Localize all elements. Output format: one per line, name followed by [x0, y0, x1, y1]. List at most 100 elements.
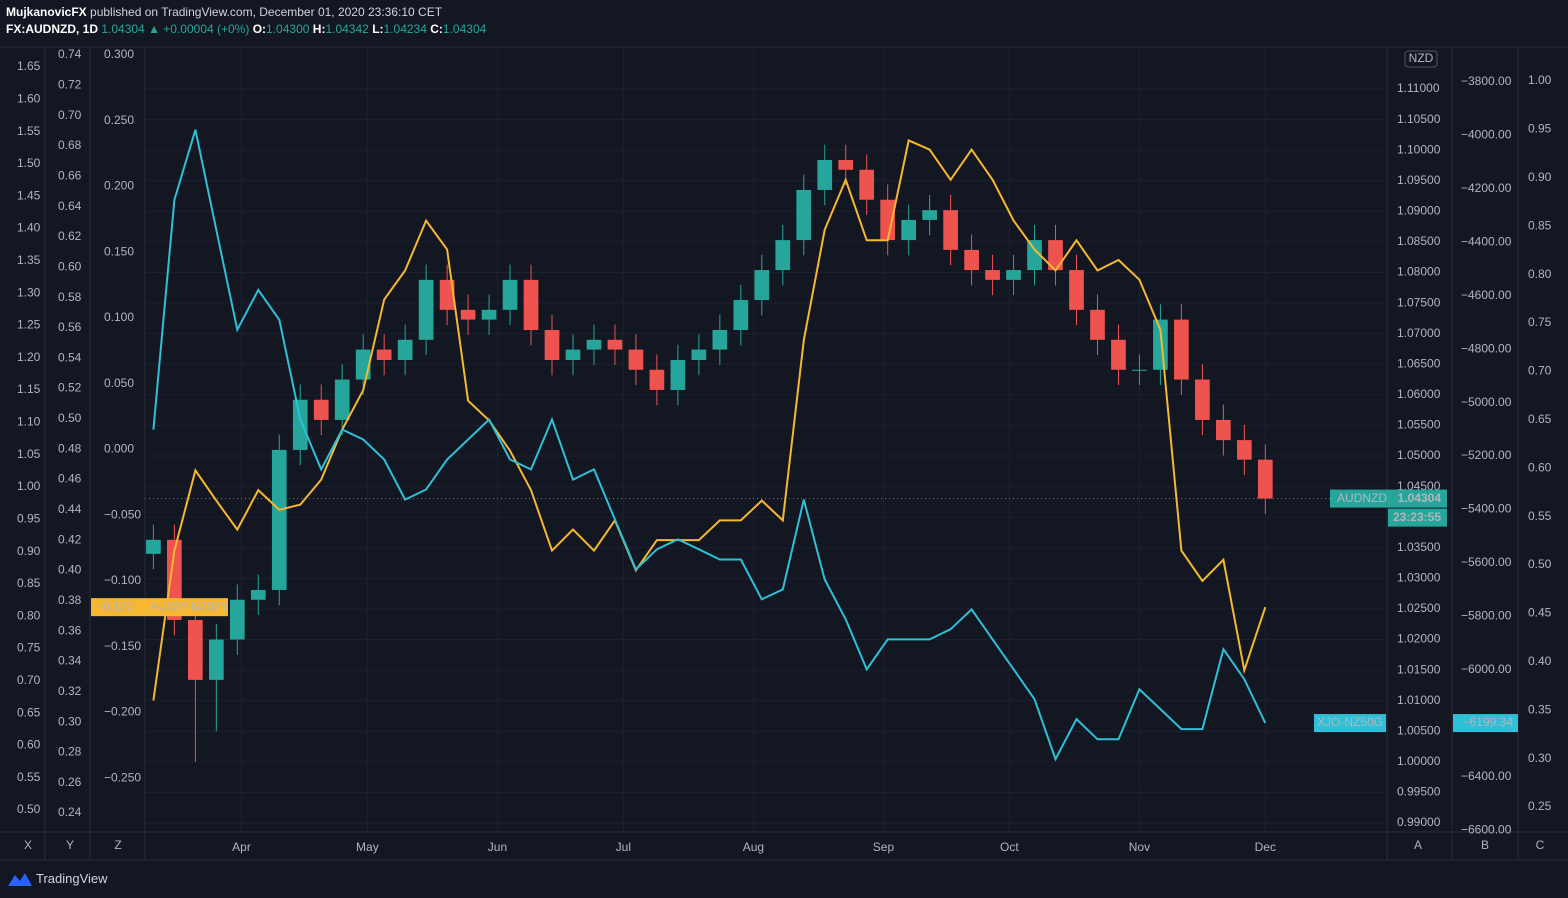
y-tick-label: 0.65: [1528, 412, 1552, 426]
candle-body: [481, 309, 497, 320]
ohlc-value: 1.04342: [325, 22, 369, 36]
y-tick-label: 0.55: [17, 770, 41, 784]
y-tick-label: 0.35: [1528, 702, 1552, 716]
y-tick-label: 0.80: [1528, 267, 1552, 281]
brand: TradingView: [36, 871, 108, 886]
y-tick-label: 0.300: [104, 47, 134, 61]
series-value-box: [1453, 714, 1518, 733]
candle-body: [1174, 319, 1189, 380]
y-tick-label: 0.52: [58, 381, 82, 395]
candle-body: [775, 240, 791, 271]
y-tick-label: 1.35: [17, 253, 41, 267]
y-tick-label: 0.70: [17, 673, 41, 687]
y-tick-label: −6000.00: [1461, 662, 1512, 676]
y-tick-label: 0.72: [58, 78, 82, 92]
y-tick-label: 0.050: [104, 376, 134, 390]
x-tick-label: Jul: [616, 840, 631, 854]
currency: NZD: [1409, 51, 1434, 65]
candle-body: [1216, 419, 1231, 441]
y-tick-label: 0.65: [17, 705, 41, 719]
y-tick-label: −5200.00: [1461, 448, 1512, 462]
author: MujkanovicFX: [6, 5, 87, 19]
candle-body: [1090, 309, 1105, 340]
header-line-2: FX:AUDNZD, 1D 1.04304 ▲ +0.00004 (+0%) O…: [6, 21, 486, 38]
y-tick-label: 1.00: [17, 479, 41, 493]
y-tick-label: 0.38: [58, 593, 82, 607]
y-tick-label: 1.15: [17, 382, 41, 396]
y-tick-label: 1.07500: [1397, 295, 1441, 309]
y-tick-label: 1.55: [17, 124, 41, 138]
candle-body: [985, 270, 1000, 280]
candle-body: [796, 189, 812, 241]
x-tick-label: Nov: [1129, 840, 1150, 854]
y-tick-label: −0.200: [104, 705, 141, 719]
candle-body: [250, 589, 266, 600]
y-tick-label: −6600.00: [1461, 822, 1512, 836]
series-name: AU02Y-NZ02Y: [150, 599, 228, 613]
y-tick-label: 1.07000: [1397, 326, 1441, 340]
published: published on TradingView.com, December 0…: [90, 5, 443, 19]
candle-body: [691, 349, 707, 360]
candle-body: [502, 279, 518, 310]
y-tick-label: 0.34: [58, 654, 82, 668]
candle-body: [586, 339, 602, 350]
y-tick-label: 0.90: [1528, 170, 1552, 184]
price-label-name: AUDNZD: [1337, 491, 1387, 505]
candle-body: [1195, 379, 1210, 420]
candle-body: [523, 279, 539, 331]
y-tick-label: 0.58: [58, 290, 82, 304]
y-tick-label: 1.05: [17, 447, 41, 461]
y-tick-label: 0.68: [58, 138, 82, 152]
candle-body: [880, 199, 896, 241]
series-line: [152, 138, 1267, 701]
y-tick-label: 0.90: [17, 544, 41, 558]
candle-body: [1048, 240, 1063, 271]
y-tick-label: −3800.00: [1461, 74, 1512, 88]
y-tick-label: 0.66: [58, 168, 82, 182]
y-tick-label: 1.02000: [1397, 632, 1441, 646]
candle-body: [1257, 459, 1273, 499]
axis-name: B: [1481, 838, 1489, 852]
candle-body: [1006, 270, 1021, 280]
change: ▲ +0.00004 (+0%): [148, 22, 250, 36]
x-tick-label: Apr: [232, 840, 251, 854]
series-label-box: [1314, 714, 1386, 733]
y-tick-label: 0.200: [104, 179, 134, 193]
candle-body: [943, 210, 958, 250]
candle-body: [376, 349, 392, 360]
y-tick-label: 0.24: [58, 805, 82, 819]
y-tick-label: 0.32: [58, 684, 82, 698]
y-tick-label: 1.40: [17, 221, 41, 235]
y-tick-label: 1.11000: [1397, 81, 1440, 95]
y-tick-label: −6400.00: [1461, 769, 1512, 783]
y-tick-label: 0.64: [58, 199, 82, 213]
y-tick-label: 1.08500: [1397, 234, 1441, 248]
y-tick-label: 0.95: [1528, 122, 1552, 136]
y-tick-label: −4800.00: [1461, 341, 1512, 355]
candle-body: [901, 219, 917, 241]
candle-body: [838, 159, 854, 170]
y-tick-label: 0.40: [1528, 654, 1552, 668]
y-tick-label: 0.75: [1528, 315, 1552, 329]
x-tick-label: Aug: [743, 840, 764, 854]
series-last-value: −6199.34: [1463, 715, 1514, 729]
candle-body: [565, 349, 581, 360]
y-tick-label: 1.10: [17, 415, 41, 429]
candle-body: [733, 300, 749, 331]
y-tick-label: 0.250: [104, 113, 134, 127]
y-tick-label: 1.60: [17, 92, 41, 106]
ohlc-key: H:: [312, 22, 326, 36]
candle-body: [460, 309, 476, 320]
series-name: XJO-NZ50G: [1317, 715, 1383, 729]
y-tick-label: −5000.00: [1461, 395, 1512, 409]
y-tick-label: 1.00000: [1397, 754, 1441, 768]
candle-body: [754, 270, 770, 301]
candle-body: [670, 359, 686, 390]
y-tick-label: 0.46: [58, 472, 82, 486]
y-tick-label: 1.65: [17, 59, 41, 73]
y-tick-label: 0.99500: [1397, 785, 1441, 799]
ohlc-key: L:: [372, 22, 384, 36]
countdown: 23:23:55: [1393, 510, 1441, 524]
symbol: FX:AUDNZD, 1D: [6, 22, 98, 36]
